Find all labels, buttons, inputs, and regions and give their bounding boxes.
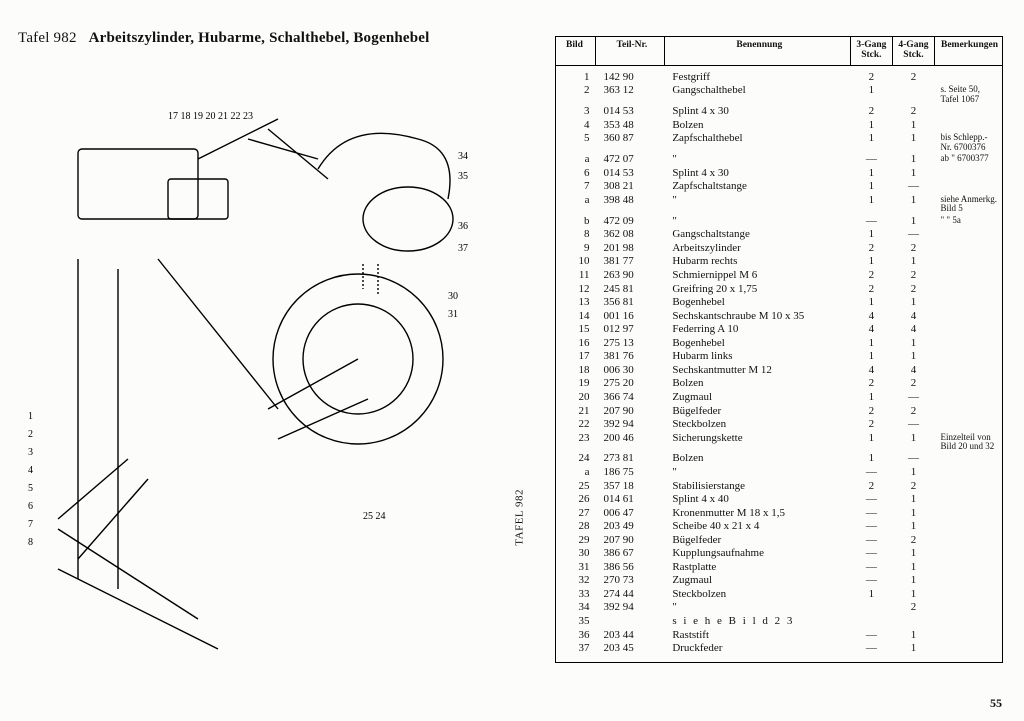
table-row: 14001 16Sechskantschraube M 10 x 3544 — [556, 310, 1002, 324]
table-row: a472 07"—1ab " 6700377 — [556, 153, 1002, 167]
plate-number: 982 — [54, 30, 77, 46]
table-row: 9201 98Arbeitszylinder22 — [556, 242, 1002, 256]
col-header-bemerk: Bemerkungen — [935, 37, 1003, 66]
table-row: 6014 53Splint 4 x 3011 — [556, 167, 1002, 181]
table-row: 30386 67Kupplungsaufnahme—1 — [556, 547, 1002, 561]
svg-text:4: 4 — [28, 465, 33, 476]
parts-table-frame: Bild Teil-Nr. Benennung 3-Gang Stck. 4-G… — [555, 36, 1003, 663]
col-header-benennung: Benennung — [664, 37, 850, 66]
table-row: 16275 13Bogenhebel11 — [556, 337, 1002, 351]
exploded-drawing: 1 2 3 4 5 6 7 8 17 18 19 20 21 22 23 34 35 36 3… — [18, 59, 518, 659]
svg-text:5: 5 — [28, 483, 33, 494]
table-row: 36203 44Raststift—1 — [556, 629, 1002, 643]
svg-text:37: 37 — [458, 243, 468, 254]
table-row: 33274 44Steckbolzen11 — [556, 588, 1002, 602]
plate-title: Tafel 982 Arbeitszylinder, Hubarme, Scha… — [18, 30, 518, 47]
table-row: 5360 87Zapfschalthebel11bis Schlepp.-Nr.… — [556, 132, 1002, 153]
table-row: 7308 21Zapfschaltstange1— — [556, 180, 1002, 194]
table-row: 13356 81Bogenhebel11 — [556, 296, 1002, 310]
table-row: 24273 81Bolzen1— — [556, 452, 1002, 466]
svg-text:6: 6 — [28, 501, 33, 512]
table-row: 37203 45Druckfeder—1 — [556, 642, 1002, 656]
table-row: 21207 90Bügelfeder22 — [556, 405, 1002, 419]
table-row: 20366 74Zugmaul1— — [556, 391, 1002, 405]
table-row: 11263 90Schmiernippel M 622 — [556, 269, 1002, 283]
table-row: 4353 48Bolzen11 — [556, 119, 1002, 133]
page-number: 55 — [990, 696, 1002, 711]
table-row: 34392 94"2 — [556, 601, 1002, 615]
table-row: 25357 18Stabilisierstange22 — [556, 480, 1002, 494]
table-row: 1142 90Festgriff22 — [556, 65, 1002, 84]
table-row: 31386 56Rastplatte—1 — [556, 561, 1002, 575]
table-row: 29207 90Bügelfeder—2 — [556, 534, 1002, 548]
col-header-bild: Bild — [556, 37, 595, 66]
col-header-4g: 4-Gang Stck. — [892, 37, 934, 66]
svg-text:2: 2 — [28, 429, 33, 440]
table-row: 19275 20Bolzen22 — [556, 377, 1002, 391]
table-row: a186 75"—1 — [556, 466, 1002, 480]
table-row: 10381 77Hubarm rechts11 — [556, 255, 1002, 269]
svg-text:31: 31 — [448, 309, 458, 320]
plate-prefix: Tafel — [18, 30, 50, 46]
svg-text:17 18 19 20 21 22 23: 17 18 19 20 21 22 23 — [168, 111, 253, 122]
table-row: 8362 08Gangschaltstange1— — [556, 228, 1002, 242]
col-header-3g: 3-Gang Stck. — [850, 37, 892, 66]
plate-heading: Arbeitszylinder, Hubarme, Schalthebel, B… — [89, 30, 430, 46]
svg-text:7: 7 — [28, 519, 33, 530]
svg-text:8: 8 — [28, 537, 33, 548]
table-row: 15012 97Federring A 1044 — [556, 323, 1002, 337]
table-header-row: Bild Teil-Nr. Benennung 3-Gang Stck. 4-G… — [556, 37, 1002, 66]
table-row: 17381 76Hubarm links11 — [556, 350, 1002, 364]
svg-text:34: 34 — [458, 151, 468, 162]
col-header-teil: Teil-Nr. — [595, 37, 664, 66]
svg-text:1: 1 — [28, 411, 33, 422]
svg-text:3: 3 — [28, 447, 33, 458]
table-row: 28203 49Scheibe 40 x 21 x 4—1 — [556, 520, 1002, 534]
table-row: 26014 61Splint 4 x 40—1 — [556, 493, 1002, 507]
table-row: b472 09"—1" " 5a — [556, 215, 1002, 229]
table-row: 23200 46Sicherungskette11Einzelteil von … — [556, 432, 1002, 453]
side-caption: TAFEL 982 — [514, 489, 526, 546]
table-row: 22392 94Steckbolzen2— — [556, 418, 1002, 432]
svg-text:30: 30 — [448, 291, 458, 302]
table-row: 35s i e h e B i l d 2 3 — [556, 615, 1002, 629]
table-row: 32270 73Zugmaul—1 — [556, 574, 1002, 588]
svg-text:35: 35 — [458, 171, 468, 182]
table-row: 3014 53Splint 4 x 3022 — [556, 105, 1002, 119]
table-row: 18006 30Sechskantmutter M 1244 — [556, 364, 1002, 378]
svg-text:25 24: 25 24 — [363, 511, 386, 522]
parts-table: Bild Teil-Nr. Benennung 3-Gang Stck. 4-G… — [556, 36, 1002, 656]
table-row: 12245 81Greifring 20 x 1,7522 — [556, 283, 1002, 297]
table-row: a398 48"11siehe Anmerkg. Bild 5 — [556, 194, 1002, 215]
svg-text:36: 36 — [458, 221, 468, 232]
table-row: 27006 47Kronenmutter M 18 x 1,5—1 — [556, 507, 1002, 521]
table-row: 2363 12Gangschalthebel1s. Seite 50, Tafe… — [556, 84, 1002, 105]
